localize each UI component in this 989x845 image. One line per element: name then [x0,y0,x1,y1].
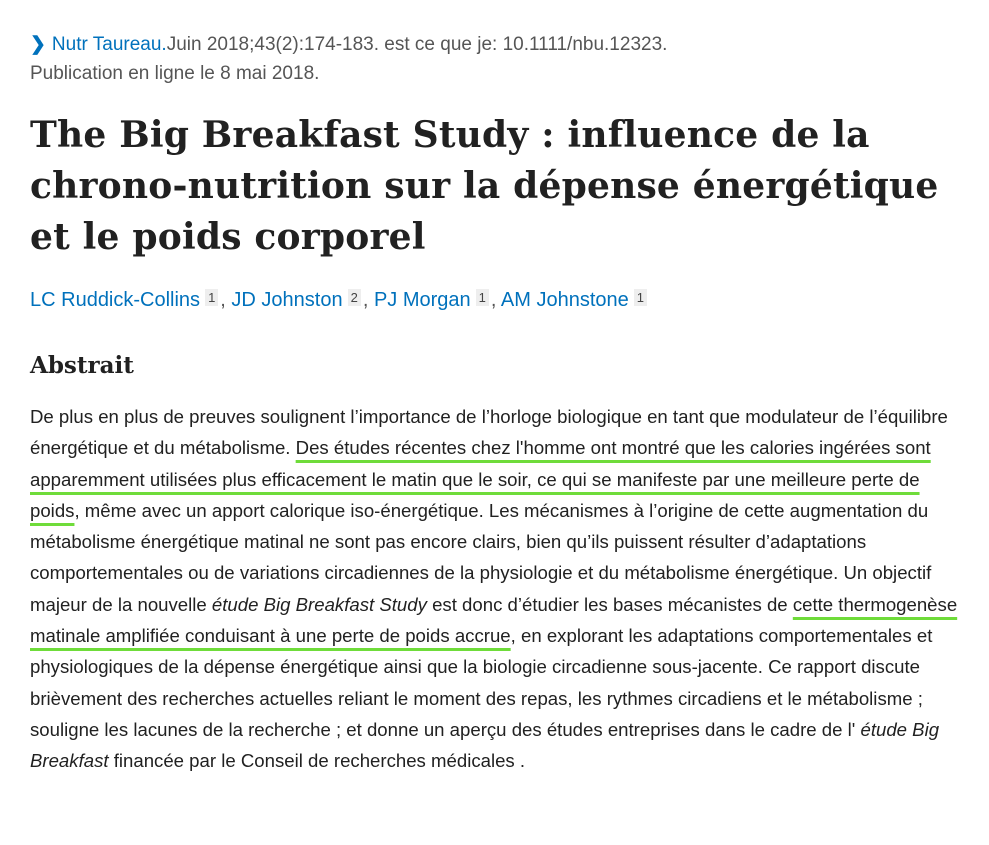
citation: ❯ Nutr Taureau.Juin 2018;43(2):174-183. e… [30,30,965,88]
publication-date: Publication en ligne le 8 mai 2018. [30,63,320,84]
author-list: LC Ruddick-Collins 1, JD Johnston 2, PJ Mo… [30,289,965,312]
highlighted-segment: Des études récentes chez l'homme ont mon… [30,437,931,521]
highlighted-segment: cette thermogenèse matinale amplifiée co… [30,593,958,647]
affiliation-badge[interactable]: 1 [205,289,219,306]
abstract-text: De plus en plus de preuves soulignent l’… [30,401,965,777]
abstract-segment: est donc d’étudier les bases mécanistes … [426,593,793,615]
affiliation-badge[interactable]: 1 [633,289,648,306]
author-link[interactable]: LC Ruddick-Collins [30,289,201,311]
journal-link[interactable]: Nutr Taureau. [51,34,167,55]
italic-segment: étude Big Breakfast [30,718,940,772]
citation-details: Juin 2018;43(2):174-183. est ce que je: … [166,34,668,55]
chevron-right-icon[interactable]: ❯ [30,34,46,55]
abstract-segment: , même avec un apport calorique iso-éner… [30,499,932,615]
affiliation-badge[interactable]: 2 [347,289,361,306]
affiliation-badge[interactable]: 1 [475,289,489,306]
author-link[interactable]: JD Johnston [231,289,343,311]
abstract-segment: , en explorant les adaptations comportem… [30,625,933,740]
article: ❯ Nutr Taureau.Juin 2018;43(2):174-183. e… [30,30,965,777]
italic-segment: étude Big Breakfast Study [211,593,427,615]
abstract-segment: De plus en plus de preuves soulignent l’… [30,406,948,459]
abstract-heading: Abstrait [30,352,134,379]
abstract-segment: financée par le Conseil de recherches mé… [108,750,526,772]
article-title: The Big Breakfast Study : influence de l… [30,114,939,258]
author-link[interactable]: PJ Morgan [373,289,471,311]
author-link[interactable]: AM Johnstone [500,289,629,311]
